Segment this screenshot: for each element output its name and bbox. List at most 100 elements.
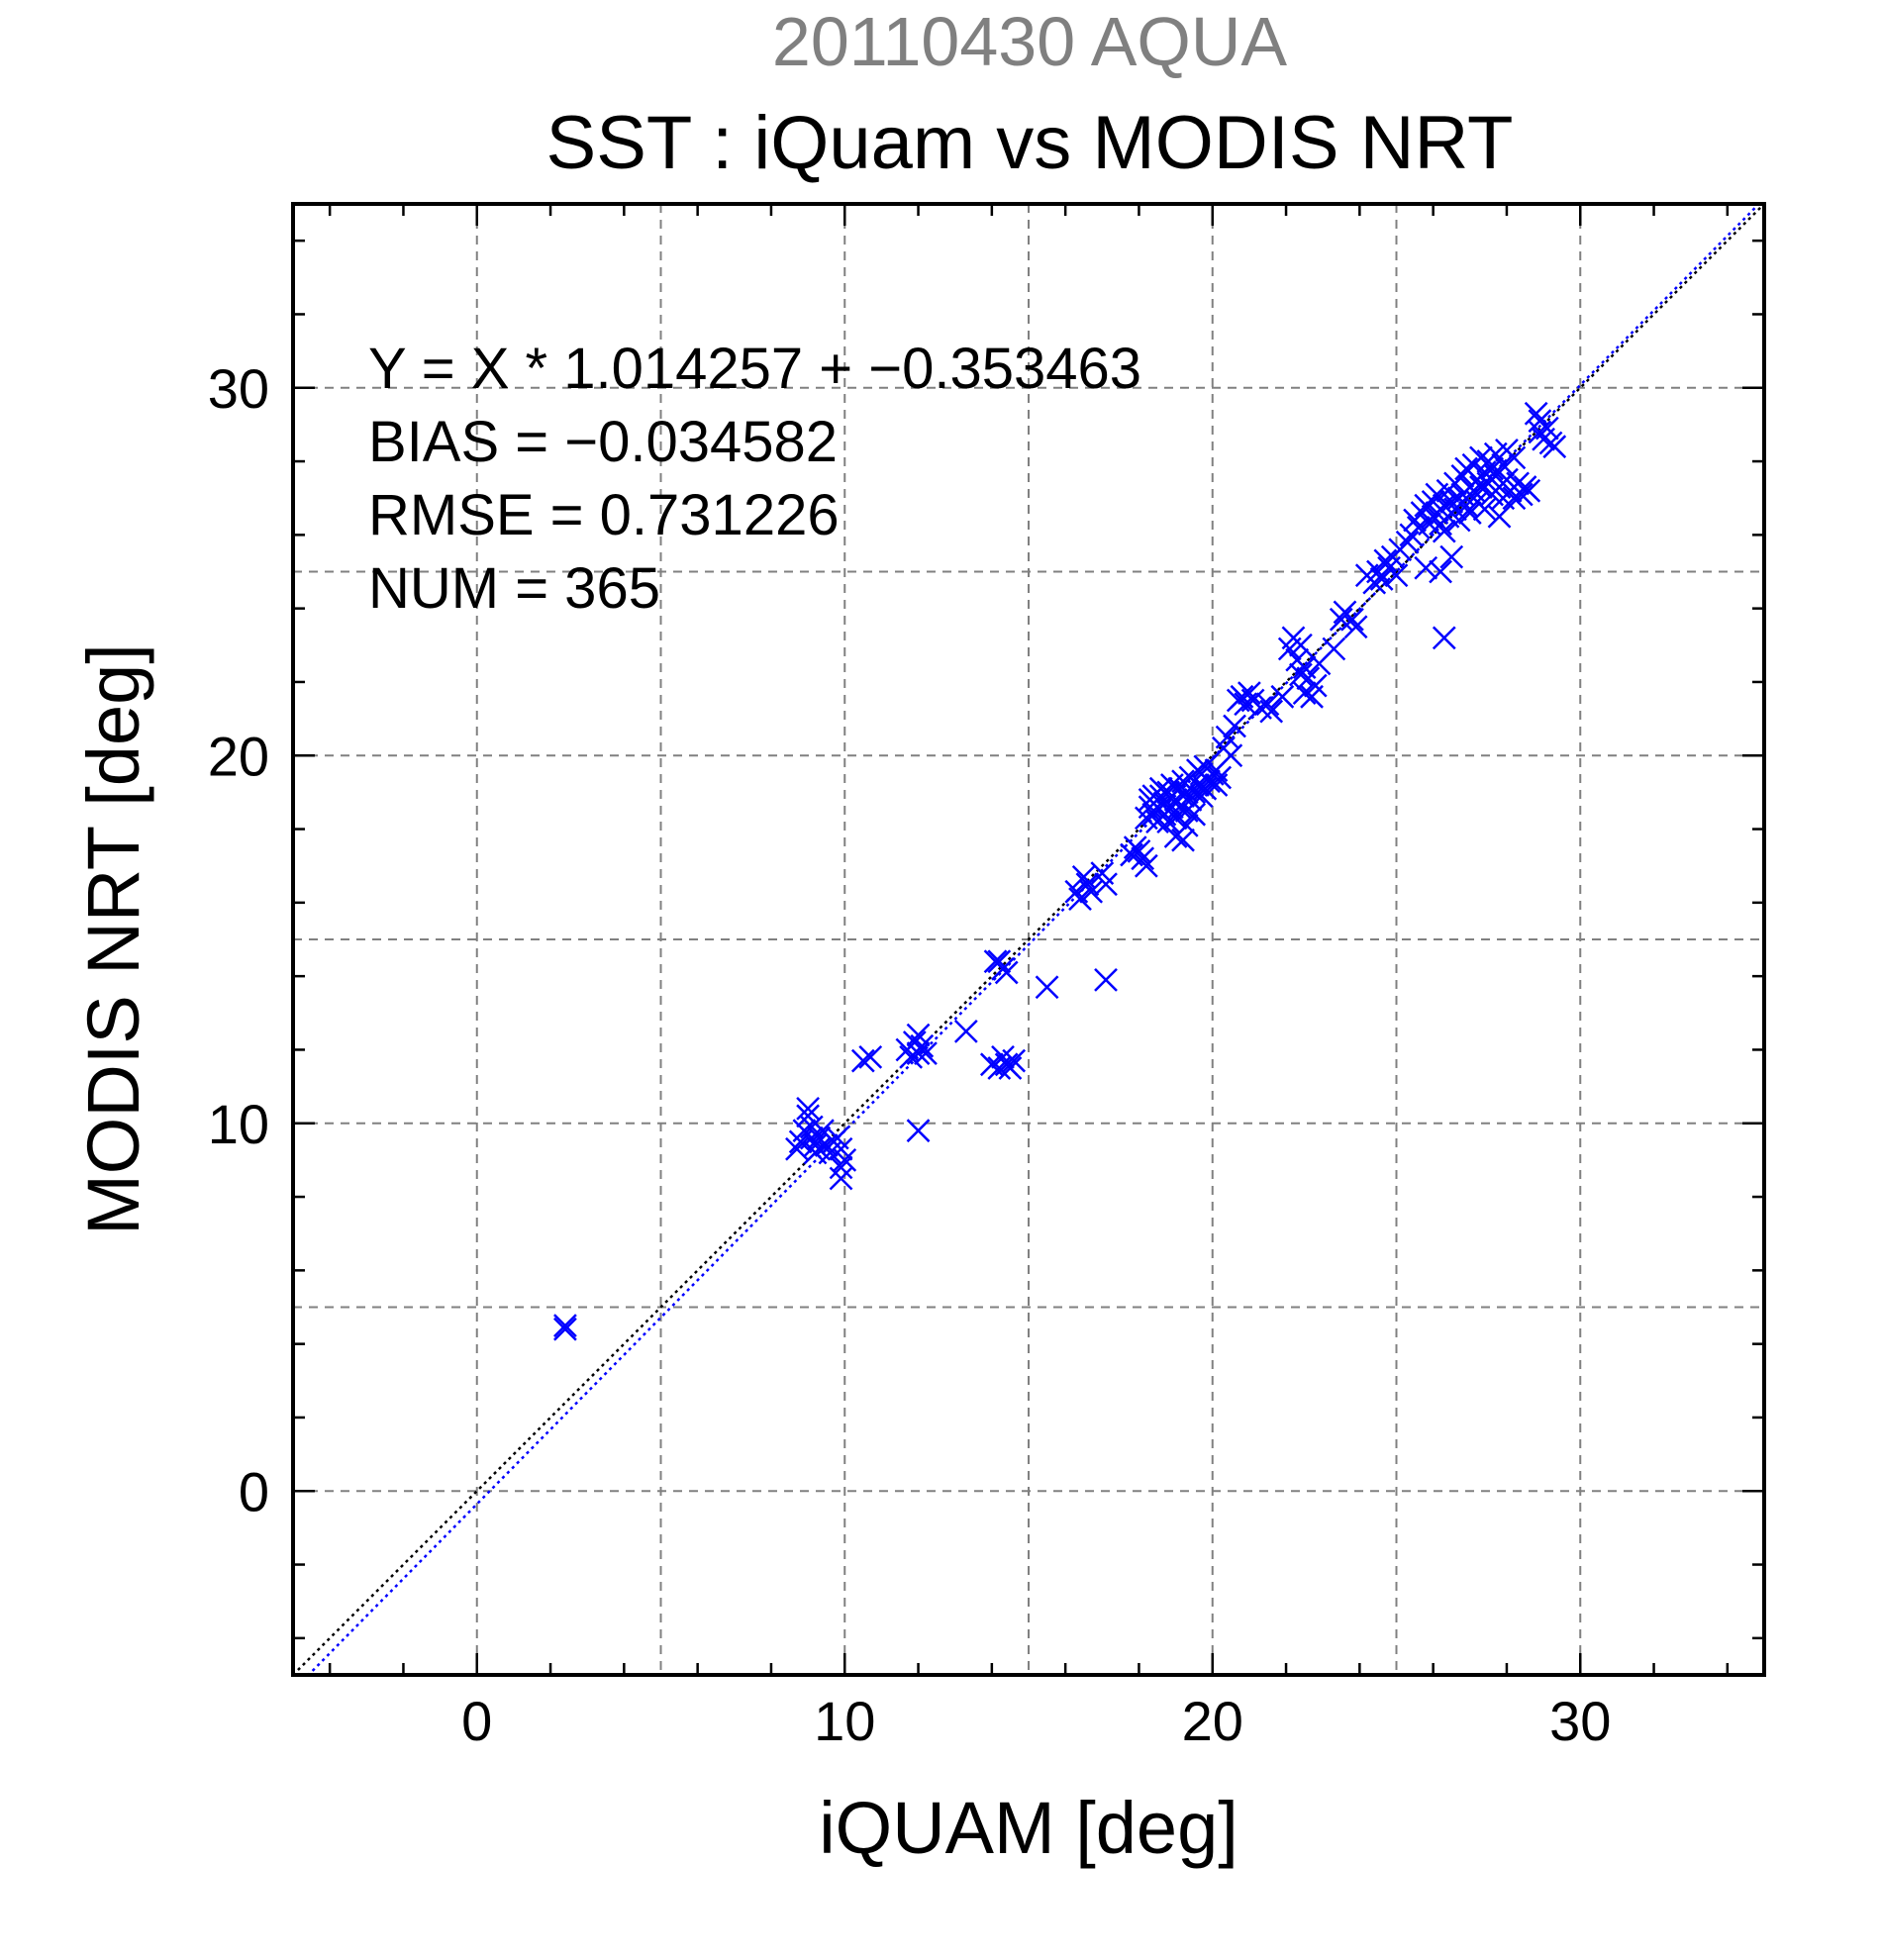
data-point — [906, 1041, 931, 1066]
data-point-stroke — [1303, 673, 1328, 698]
data-point — [1079, 879, 1104, 904]
data-point — [1303, 673, 1328, 698]
data-point — [1215, 725, 1239, 749]
data-point-stroke — [1502, 445, 1527, 470]
data-point — [850, 1048, 875, 1073]
data-point — [1502, 445, 1527, 470]
data-point — [1491, 452, 1516, 477]
data-point — [1174, 780, 1199, 805]
data-point — [1469, 475, 1493, 499]
data-point — [1418, 512, 1441, 537]
data-point — [1208, 765, 1233, 790]
data-point-stroke — [1429, 559, 1452, 584]
data-point — [1204, 773, 1229, 797]
data-point — [1131, 846, 1155, 871]
tick-labels: 0 10 20 30 0 10 20 30 — [208, 357, 1612, 1752]
data-point — [1238, 681, 1261, 705]
data-point-stroke — [829, 1136, 853, 1161]
data-point-stroke — [1259, 699, 1284, 724]
data-point — [1071, 864, 1096, 889]
data-point-stroke — [850, 1048, 875, 1073]
data-point-stroke — [1340, 607, 1364, 632]
data-point — [1446, 508, 1471, 533]
data-point-stroke — [1524, 401, 1548, 426]
data-point — [1343, 615, 1368, 639]
data-point — [998, 1056, 1023, 1080]
data-point — [1223, 714, 1246, 738]
data-point — [1524, 401, 1548, 426]
data-point — [829, 1155, 853, 1180]
data-point-stroke — [1414, 555, 1438, 580]
y-axis-label: MODIS NRT [deg] — [72, 643, 154, 1235]
data-point-stroke — [1131, 846, 1155, 871]
data-point — [1509, 482, 1534, 507]
data-point-stroke — [1446, 508, 1471, 533]
y-tick-label: 30 — [208, 357, 269, 420]
data-point-stroke — [1384, 563, 1409, 588]
data-point-stroke — [1432, 626, 1456, 650]
data-point-stroke — [796, 1104, 820, 1128]
data-point — [1472, 497, 1497, 522]
data-point — [1340, 607, 1364, 632]
reference-lines — [293, 204, 1764, 1675]
x-tick-label: 0 — [461, 1690, 492, 1752]
data-point — [785, 1136, 809, 1161]
data-point-stroke — [814, 1133, 839, 1157]
data-point-stroke — [1204, 773, 1229, 797]
data-point — [1384, 563, 1409, 588]
data-point-stroke — [1483, 464, 1508, 488]
data-point — [1068, 887, 1092, 912]
x-tick-label: 20 — [1182, 1690, 1243, 1752]
data-point — [1035, 975, 1059, 1000]
data-point — [1534, 416, 1559, 441]
data-point-stroke — [1238, 681, 1261, 705]
x-tick-label: 10 — [814, 1690, 875, 1752]
data-point — [1517, 478, 1541, 503]
data-point — [906, 1119, 931, 1143]
data-point-stroke — [1542, 435, 1567, 459]
data-point — [1163, 825, 1188, 848]
data-point-stroke — [1068, 887, 1092, 912]
data-point — [1289, 662, 1313, 687]
y-tick-label: 0 — [239, 1460, 269, 1522]
data-point — [1255, 692, 1280, 717]
data-point-stroke — [994, 960, 1019, 985]
data-point — [1134, 853, 1158, 878]
data-point-stroke — [1248, 696, 1272, 720]
data-point-stroke — [910, 1033, 935, 1058]
data-point — [833, 1148, 857, 1172]
data-point-stroke — [1373, 548, 1398, 573]
x-axis-label: iQUAM [deg] — [819, 1787, 1238, 1869]
bias-stat: BIAS = −0.034582 — [368, 410, 838, 474]
data-point — [1373, 548, 1398, 573]
data-point — [1542, 435, 1567, 459]
rmse-stat: RMSE = 0.731226 — [368, 483, 840, 547]
data-point — [1189, 784, 1214, 808]
data-point-stroke — [1215, 725, 1239, 749]
data-point — [1429, 559, 1452, 584]
data-point-stroke — [829, 1155, 853, 1180]
data-point — [1182, 802, 1207, 827]
data-point-stroke — [1418, 512, 1441, 537]
data-point-stroke — [553, 1314, 577, 1337]
data-point-stroke — [1255, 692, 1280, 717]
data-point-stroke — [1528, 420, 1552, 444]
x-tick-label: 30 — [1549, 1690, 1611, 1752]
data-point — [1259, 699, 1284, 724]
plot-frame — [291, 202, 1766, 1677]
data-point — [1156, 810, 1181, 834]
data-point-stroke — [1495, 467, 1519, 492]
data-point-stroke — [1472, 497, 1497, 522]
data-point-stroke — [1075, 872, 1100, 897]
data-point-stroke — [807, 1136, 832, 1161]
data-point-stroke — [906, 1023, 931, 1047]
data-point — [1432, 519, 1456, 543]
data-point — [1171, 828, 1195, 852]
data-point — [1127, 838, 1151, 863]
data-point — [829, 1166, 853, 1191]
data-point — [1219, 743, 1243, 768]
data-point-stroke — [1487, 504, 1512, 529]
data-point-stroke — [1127, 838, 1151, 863]
identity-line — [293, 204, 1764, 1675]
data-points — [553, 401, 1567, 1341]
